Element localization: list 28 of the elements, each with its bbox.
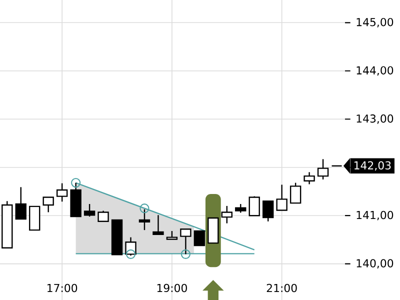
candlestick [248,196,260,216]
x-tick-label: 21:00 [266,284,297,292]
candlestick [304,172,315,185]
y-tick-label: 144,00 [356,66,394,76]
x-tick-label: 19:00 [157,284,187,292]
candlestick [152,214,164,235]
y-tick-label: 145,00 [356,18,394,28]
candlestick [98,210,109,222]
point [140,204,150,214]
y-tick-label: 143,00 [356,114,394,124]
point [71,178,81,188]
annotation: 142,03 [354,161,391,171]
candlestick [290,182,302,204]
candlestick [276,184,288,211]
point [180,249,190,259]
candlestick [84,203,96,218]
point [126,249,136,259]
y-tick-label: 141,00 [356,210,394,220]
x-tick-label: 17:00 [48,284,78,292]
candlestick [56,182,68,202]
candlestick [42,196,54,213]
candlestick [194,230,206,246]
candlestick [262,200,274,222]
candlestick [15,186,26,220]
candlestick [29,206,40,231]
candlestick [317,158,329,180]
y-tick-label: 140,00 [356,259,394,269]
candlestick [221,205,232,224]
